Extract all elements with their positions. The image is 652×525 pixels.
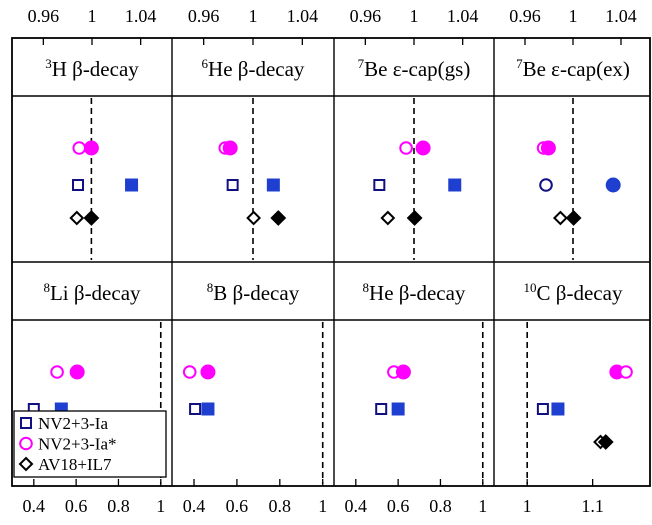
top-tick-label: 1.04 (125, 6, 157, 26)
top-axis: 0.96 1 1.04 0.96 1 1.04 0.96 1 1.04 0.96 1 1.04 (28, 6, 637, 45)
top-tick-label: 1 (410, 6, 419, 26)
top-tick-label: 1.04 (447, 6, 479, 26)
point-1-1-1 (200, 364, 216, 380)
panel-title: 10C β-decay (524, 280, 623, 305)
legend: NV2+3-Ia NV2+3-Ia*AV18+IL7 (13, 410, 167, 478)
point-0-3-2 (539, 178, 553, 192)
panel-title: 6He β-decay (202, 56, 305, 81)
bottom-tick-label: 0.4 (183, 496, 206, 516)
panel-0-0: 3H β-decay (45, 56, 139, 260)
top-tick-label: 0.96 (28, 6, 60, 26)
point-0-1-3 (266, 178, 280, 192)
bottom-tick-label: 0.4 (23, 496, 46, 516)
bottom-tick-label: 0.6 (387, 496, 410, 516)
panel-title: 3H β-decay (45, 56, 139, 81)
point-0-0-0 (72, 141, 87, 155)
point-0-3-4 (552, 210, 568, 226)
point-0-2-1 (415, 140, 431, 156)
point-0-2-4 (380, 210, 396, 226)
bottom-tick-label: 1 (318, 496, 327, 516)
panel-1-2: 8He β-decay (363, 280, 484, 484)
point-0-2-3 (448, 178, 462, 192)
point-0-1-1 (222, 140, 238, 156)
bottom-tick-label: 0.8 (107, 496, 130, 516)
panel-1-3: 10C β-decay (524, 280, 633, 484)
point-0-0-2 (72, 179, 85, 191)
point-1-0-0 (50, 365, 64, 379)
point-0-2-5 (406, 210, 423, 226)
top-tick-label: 1 (88, 6, 97, 26)
point-1-1-0 (182, 365, 197, 379)
point-0-3-3 (605, 177, 621, 193)
top-tick-label: 1.04 (287, 6, 319, 26)
panel-0-3: 7Be ε-cap(ex) (516, 56, 630, 260)
legend-marker-open_diamond (18, 456, 34, 472)
bottom-tick-label: 0.4 (345, 496, 368, 516)
point-1-1-3 (201, 402, 215, 416)
point-0-0-5 (83, 210, 100, 226)
point-0-0-4 (69, 210, 85, 226)
point-1-3-2 (536, 403, 549, 415)
point-1-3-1 (619, 365, 633, 379)
legend-marker-open_circle (19, 436, 33, 451)
panel-title: 8B β-decay (207, 280, 300, 305)
bottom-tick-label: 1 (478, 496, 487, 516)
legend-label: NV2+3-Ia* (38, 435, 117, 454)
legend-marker-open_square (20, 417, 32, 429)
point-0-1-2 (226, 179, 239, 191)
top-tick-label: 0.96 (350, 6, 382, 26)
legend-label: AV18+IL7 (38, 455, 112, 474)
point-0-2-2 (373, 179, 386, 191)
point-1-0-1 (69, 364, 85, 380)
point-0-3-5 (565, 210, 582, 226)
panel-1-1: 8B β-decay (182, 280, 324, 484)
point-1-2-2 (375, 403, 388, 415)
panel-grid (11, 37, 651, 487)
point-1-3-3 (551, 402, 565, 416)
point-0-3-1 (540, 140, 556, 156)
bottom-tick-label: 0.8 (269, 496, 292, 516)
bottom-tick-label: 0.6 (65, 496, 88, 516)
point-0-2-0 (399, 141, 413, 155)
top-tick-label: 0.96 (188, 6, 220, 26)
top-tick-label: 1 (249, 6, 258, 26)
panel-0-2: 7Be ε-cap(gs) (358, 56, 471, 260)
top-tick-label: 1 (569, 6, 578, 26)
point-1-1-2 (189, 403, 202, 415)
point-0-1-5 (270, 210, 287, 226)
bottom-axis: 0.4 0.6 0.8 1 0.4 0.6 0.8 1 0.4 0.6 0.8 1 1 1.1 (23, 479, 604, 516)
bottom-tick-label: 1.1 (581, 496, 604, 516)
point-0-1-4 (246, 210, 262, 226)
point-0-0-1 (83, 140, 99, 156)
bottom-tick-label: 1 (523, 496, 532, 516)
point-1-2-3 (391, 402, 405, 416)
point-0-0-3 (125, 178, 139, 192)
bottom-tick-label: 0.6 (226, 496, 249, 516)
point-1-3-5 (597, 434, 614, 450)
top-tick-label: 1.04 (605, 6, 637, 26)
panel-title: 7Be ε-cap(ex) (516, 56, 630, 81)
top-tick-label: 0.96 (509, 6, 541, 26)
bottom-tick-label: 0.8 (429, 496, 452, 516)
panel-0-1: 6He β-decay (202, 56, 305, 260)
legend-label: NV2+3-Ia (38, 414, 108, 433)
panel-title: 8Li β-decay (43, 280, 141, 305)
panel-title: 8He β-decay (363, 280, 466, 305)
point-1-2-1 (395, 364, 411, 380)
bottom-tick-label: 1 (156, 496, 165, 516)
panel-title: 7Be ε-cap(gs) (358, 56, 471, 81)
